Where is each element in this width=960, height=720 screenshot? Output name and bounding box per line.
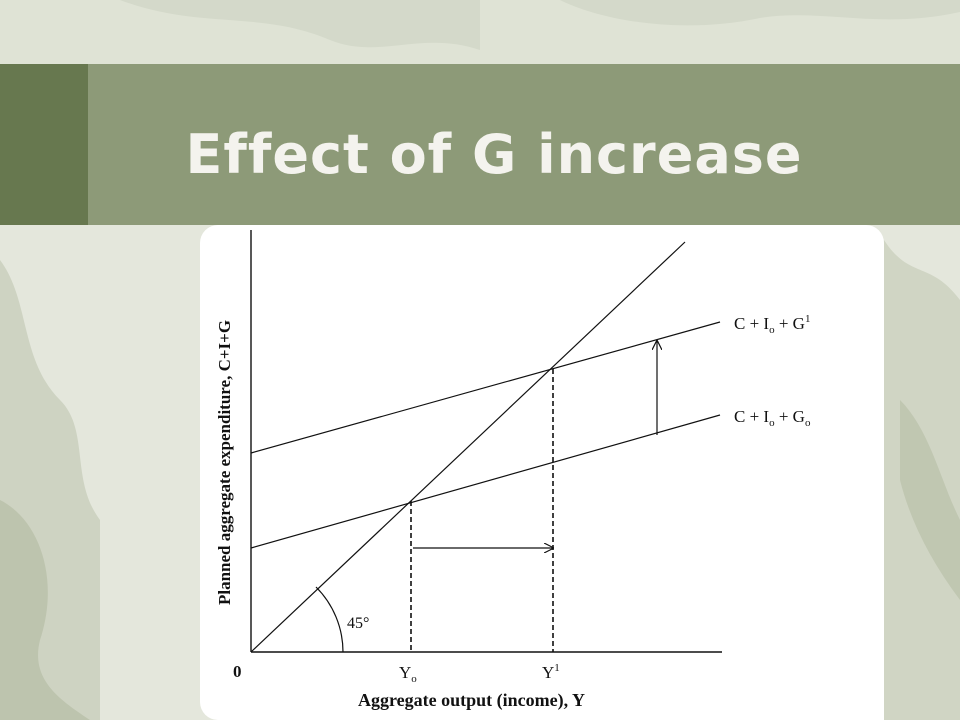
- expenditure-line-upper: [250, 321, 721, 454]
- label-lower-line: C + Io + Go: [734, 407, 811, 429]
- label-upper-line: C + Io + G1: [734, 313, 810, 336]
- title-suffix: increase: [517, 123, 803, 186]
- expenditure-line-lower: [250, 414, 721, 549]
- title-prefix: Effect of: [185, 123, 472, 186]
- angle-arc: [315, 586, 344, 653]
- angle-label: 45°: [347, 615, 369, 632]
- diagram-panel: [200, 225, 884, 720]
- origin-label: 0: [233, 662, 242, 681]
- title-letter: G: [471, 123, 518, 186]
- tick-label-y1: Y1: [542, 662, 560, 682]
- slide-title: Effect of G increase: [88, 110, 960, 200]
- x-axis-label: Aggregate output (income), Y: [358, 690, 585, 711]
- y-axis-label: Planned aggregate expenditure, C+I+G: [215, 320, 234, 605]
- tick-label-y0: Yo: [399, 663, 417, 685]
- title-band: [88, 64, 960, 225]
- title-left-accent: [0, 64, 88, 225]
- keynesian-cross-diagram: 45° 0 Planned aggregate expenditure, C+I…: [215, 230, 811, 711]
- forty-five-degree-line: [250, 241, 686, 653]
